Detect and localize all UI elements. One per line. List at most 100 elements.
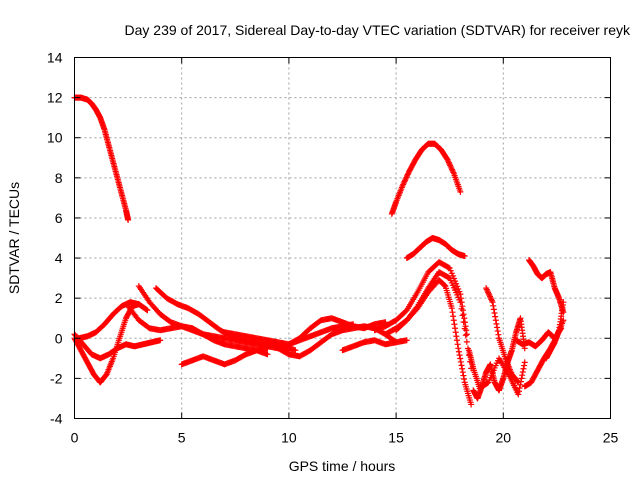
data-point <box>468 401 475 408</box>
ticks-layer <box>74 57 611 419</box>
data-point <box>453 333 460 340</box>
data-point <box>292 347 299 354</box>
y-tick-label: 0 <box>55 330 63 346</box>
data-point <box>520 365 527 372</box>
data-point <box>460 372 467 379</box>
y-tick-label: 2 <box>55 290 63 306</box>
data-point <box>489 299 496 306</box>
data-point <box>459 365 466 372</box>
series-arc-morning-low-1 <box>71 301 142 386</box>
data-point <box>457 299 464 306</box>
plot-frame <box>74 57 611 419</box>
data-point <box>458 305 465 312</box>
data-point <box>491 310 498 317</box>
series-arc-high-morning <box>71 94 132 223</box>
data-point <box>459 312 466 319</box>
data-point <box>460 319 467 326</box>
data-point <box>446 265 453 272</box>
y-tick-label: -4 <box>50 411 63 427</box>
chart-title: Day 239 of 2017, Sidereal Day-to-day VTE… <box>125 22 631 38</box>
x-tick-label: 15 <box>388 430 404 446</box>
data-point <box>455 345 462 352</box>
data-point <box>125 216 132 223</box>
data-point <box>445 264 452 271</box>
data-point <box>461 325 468 332</box>
series-arc-afternoon-peak <box>388 140 464 217</box>
data-point <box>494 324 501 331</box>
x-axis-title: GPS time / hours <box>289 458 396 474</box>
y-tick-label: 6 <box>55 210 63 226</box>
data-point <box>455 285 462 292</box>
data-point <box>459 303 466 310</box>
series-arc-afternoon-2 <box>339 337 410 354</box>
x-tick-label: 5 <box>178 430 186 446</box>
data-point <box>518 375 525 382</box>
y-tick-label: 12 <box>47 90 63 106</box>
data-points-layer <box>71 94 567 408</box>
series-arc-afternoon-4 <box>403 235 468 262</box>
data-point <box>494 328 501 335</box>
series-arc-late-evening-4 <box>543 299 567 362</box>
data-point <box>456 352 463 359</box>
data-point <box>454 283 461 290</box>
data-point <box>515 391 522 398</box>
data-point <box>445 274 452 281</box>
data-point <box>463 338 470 345</box>
data-point <box>490 306 497 313</box>
data-point <box>492 313 499 320</box>
series-arc-evening-rise-3 <box>393 269 475 372</box>
series-arc-midday-low <box>178 345 271 368</box>
data-point <box>450 317 457 324</box>
data-point <box>462 332 469 339</box>
series-arc-late-evening-2 <box>526 257 567 316</box>
data-point <box>461 253 468 260</box>
data-point <box>455 348 462 355</box>
data-point <box>560 299 567 306</box>
data-point <box>447 267 454 274</box>
series-scatter-late-3 <box>483 285 522 386</box>
data-point <box>460 311 467 318</box>
data-point <box>458 362 465 369</box>
x-tick-label: 25 <box>603 430 619 446</box>
y-tick-label: 4 <box>55 250 63 266</box>
data-point <box>461 375 468 382</box>
data-point <box>448 270 455 277</box>
x-tick-label: 20 <box>496 430 512 446</box>
data-point <box>519 372 526 379</box>
data-point <box>453 337 460 344</box>
y-tick-labels: -4 -2 0 2 4 6 8 10 12 14 <box>47 50 63 427</box>
data-point <box>454 341 461 348</box>
data-point <box>157 337 164 344</box>
x-tick-label: 0 <box>71 430 79 446</box>
data-point <box>463 331 470 338</box>
data-point <box>144 307 151 314</box>
y-axis-title: SDTVAR / TECUs <box>6 182 22 294</box>
data-point <box>456 288 463 295</box>
data-point <box>516 385 523 392</box>
y-tick-label: -2 <box>50 370 63 386</box>
data-point <box>459 369 466 376</box>
data-point <box>449 272 456 279</box>
data-point <box>493 320 500 327</box>
grid-layer <box>74 57 611 419</box>
data-point <box>441 282 448 289</box>
data-point <box>441 281 448 288</box>
data-point <box>492 317 499 324</box>
data-point <box>457 358 464 365</box>
data-point <box>452 278 459 285</box>
data-point <box>515 388 522 395</box>
x-tick-labels: 0 5 10 15 20 25 <box>71 430 619 446</box>
data-point <box>453 280 460 287</box>
data-point <box>448 305 455 312</box>
series-arc-afternoon-1 <box>285 315 389 348</box>
data-point <box>457 355 464 362</box>
data-point <box>451 321 458 328</box>
data-point <box>490 302 497 309</box>
data-point <box>521 362 528 369</box>
data-point <box>484 380 491 387</box>
data-point <box>449 309 456 316</box>
data-point <box>457 188 464 195</box>
data-point <box>264 345 271 352</box>
